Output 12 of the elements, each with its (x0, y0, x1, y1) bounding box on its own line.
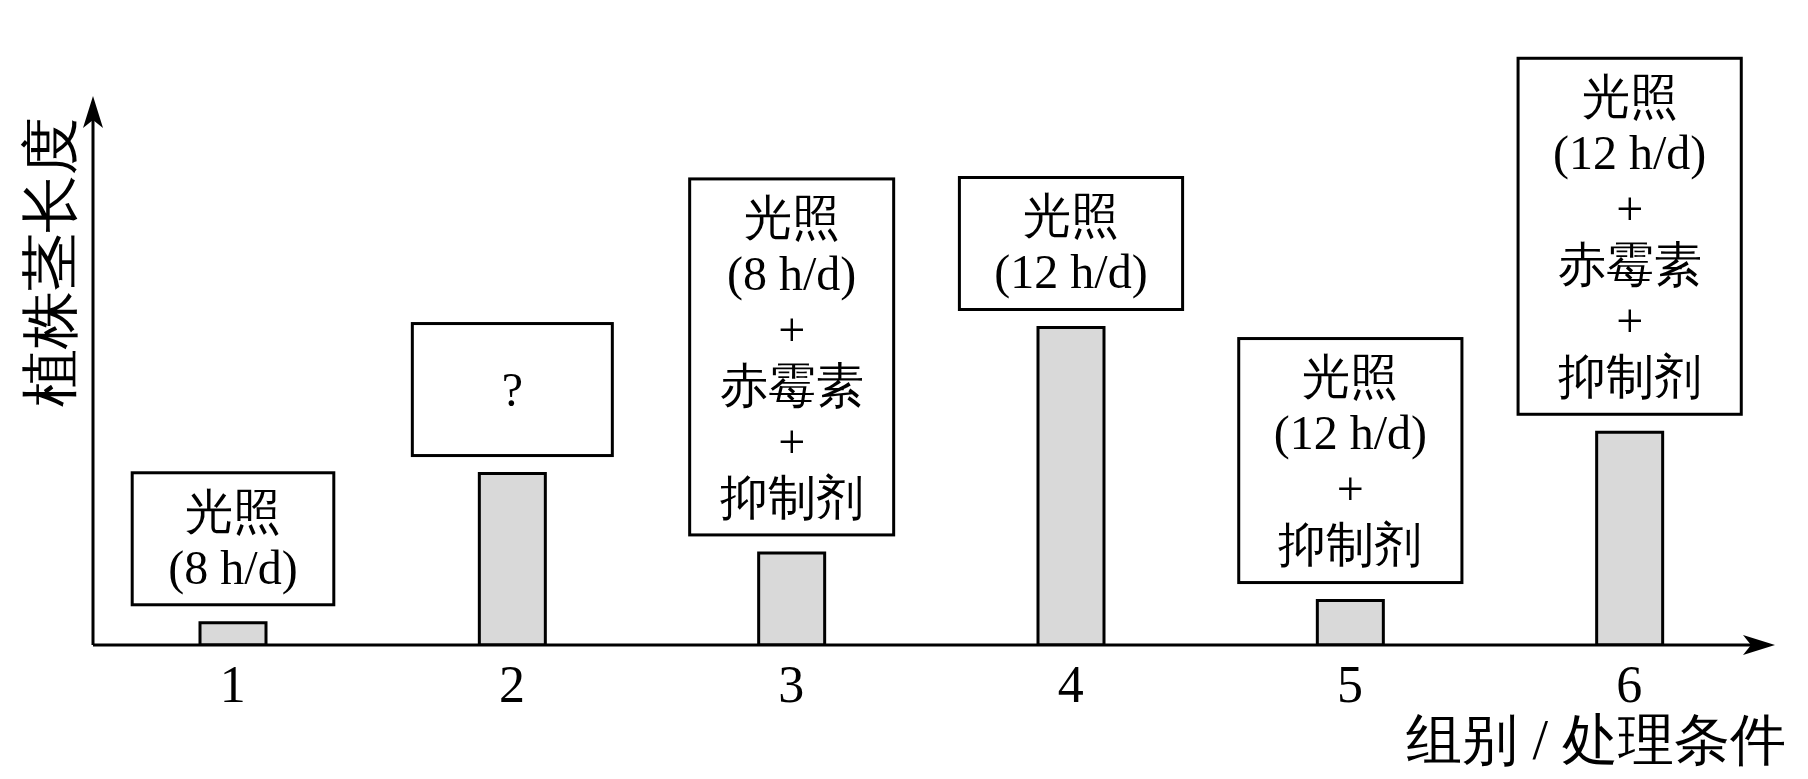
x-tick-label: 2 (499, 655, 525, 713)
x-tick-label: 3 (778, 655, 805, 713)
annotation: ? (501, 363, 523, 417)
x-tick-label: 1 (219, 655, 246, 713)
annotation: 光照 (12 h/d) + 赤霉素 + 抑制剂 (1553, 70, 1707, 404)
text: 光照 (12 h/d) (994, 189, 1148, 300)
annotation: 光照 (12 h/d) + 抑制剂 (1273, 350, 1427, 572)
x-tick-label: 5 (1337, 655, 1363, 713)
annotation: 光照 (8 h/d) (168, 484, 298, 595)
annotation: 光照 (8 h/d) + 赤霉素 + 抑制剂 (719, 190, 864, 524)
x-tick-label: 4 (1057, 655, 1084, 713)
y-axis-title: 植株茎长度 (17, 117, 83, 407)
